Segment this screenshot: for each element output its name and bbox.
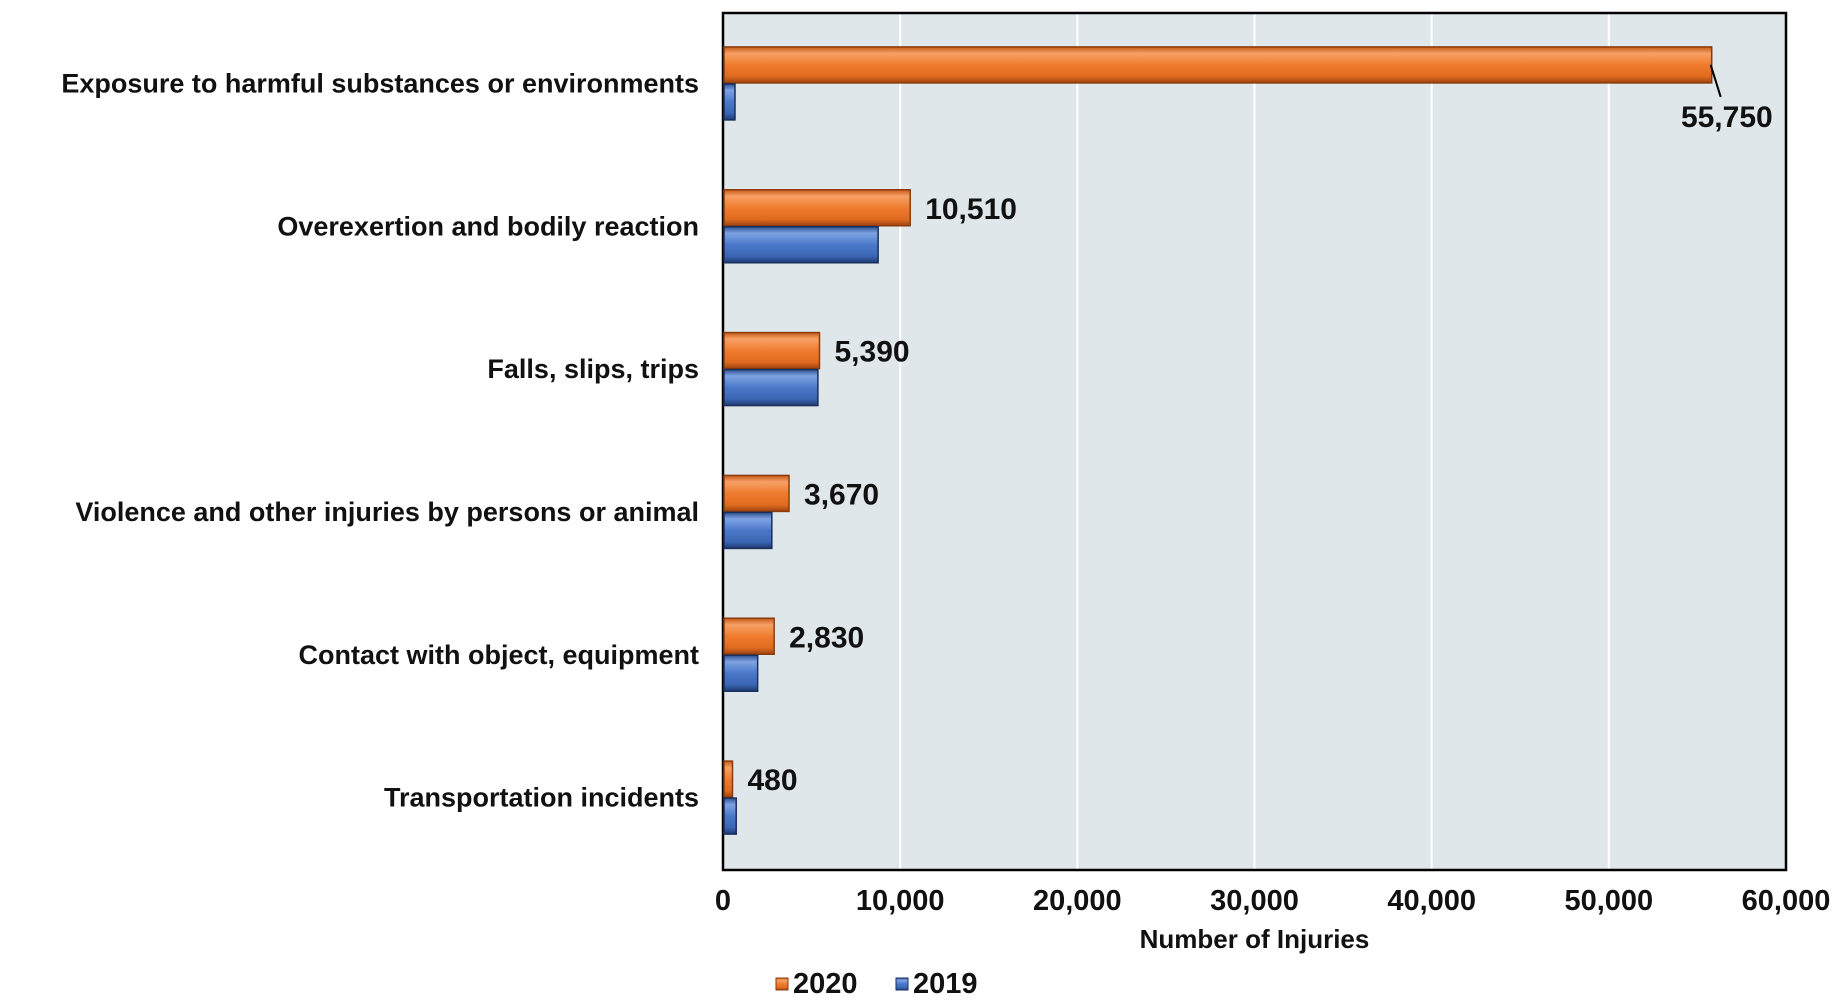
x-tick-label: 0 xyxy=(715,885,731,917)
bar-2019 xyxy=(723,368,819,407)
data-label-leader xyxy=(1709,64,1722,98)
data-label: 2,830 xyxy=(789,621,864,654)
data-label: 10,510 xyxy=(925,193,1017,226)
legend-swatch-2020 xyxy=(775,977,789,991)
bar-2020 xyxy=(723,474,790,513)
bar-2020 xyxy=(723,617,775,655)
data-label: 55,750 xyxy=(1681,101,1773,134)
bar-2019 xyxy=(723,226,879,264)
category-label: Falls, slips, trips xyxy=(487,354,699,384)
category-label: Violence and other injuries by persons o… xyxy=(75,497,699,527)
x-tick-label: 40,000 xyxy=(1387,885,1476,917)
x-tick-label: 50,000 xyxy=(1564,885,1653,917)
x-tick-label: 10,000 xyxy=(856,885,945,917)
category-label: Contact with object, equipment xyxy=(298,640,699,670)
category-label: Exposure to harmful substances or enviro… xyxy=(61,68,699,98)
x-axis-title: Number of Injuries xyxy=(1140,924,1370,954)
data-label: 3,670 xyxy=(804,478,879,511)
category-label: Transportation incidents xyxy=(384,783,699,813)
category-label: Overexertion and bodily reaction xyxy=(277,211,699,241)
data-label: 480 xyxy=(748,764,798,797)
bar-2020 xyxy=(723,46,1713,84)
bar-2019 xyxy=(723,511,773,550)
bar-2020 xyxy=(723,331,821,370)
bar-2020 xyxy=(723,189,911,227)
legend-label-2020: 2020 xyxy=(793,968,858,1000)
data-label: 5,390 xyxy=(834,336,909,369)
x-tick-label: 60,000 xyxy=(1742,885,1831,917)
legend-label-2019: 2019 xyxy=(913,968,978,1000)
bar-2019 xyxy=(723,83,736,121)
bar-2019 xyxy=(723,654,759,692)
plot-border xyxy=(721,11,1788,872)
x-tick-label: 20,000 xyxy=(1033,885,1122,917)
bar-2019 xyxy=(723,797,737,835)
x-tick-label: 30,000 xyxy=(1210,885,1299,917)
bar-2020 xyxy=(723,760,734,798)
legend-swatch-2019 xyxy=(895,977,909,991)
